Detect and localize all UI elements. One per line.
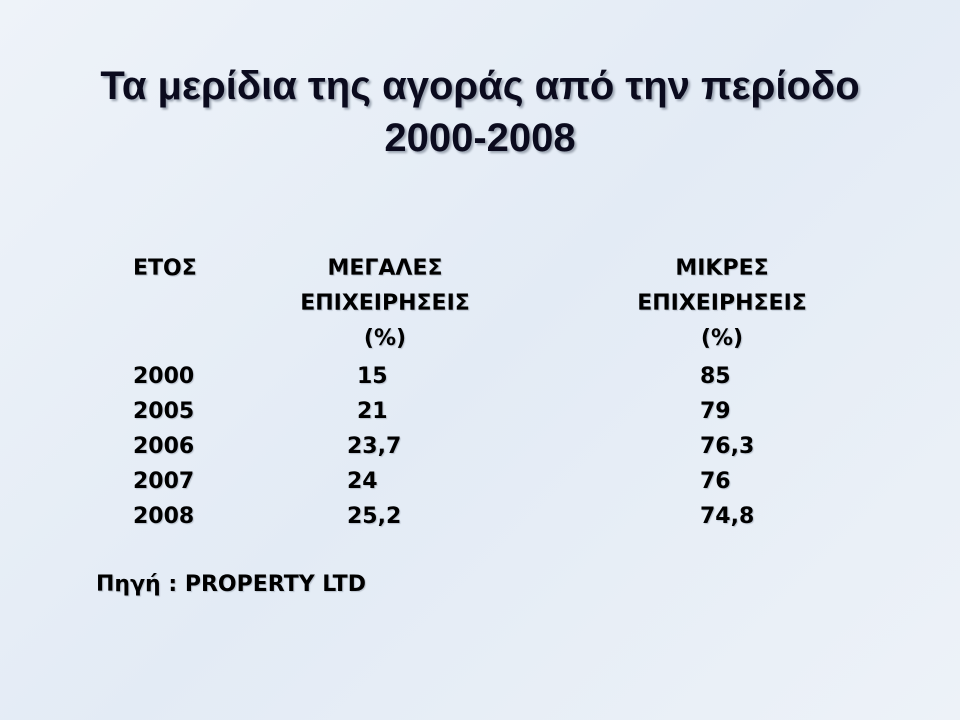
column-header: ΜΙΚΡΕΣ: [675, 256, 769, 281]
column-header: (%): [700, 326, 744, 351]
table-cell: 2007: [133, 469, 195, 494]
table-cell: 15: [357, 364, 388, 389]
table-cell: 21: [357, 399, 388, 424]
title-line: Τα μερίδια της αγοράς από την περίοδο: [100, 64, 860, 108]
table-cell: 23,7: [347, 434, 402, 459]
table-cell: 25,2: [347, 504, 402, 529]
table-cell: 2008: [133, 504, 195, 529]
table-cell: 74,8: [700, 504, 755, 529]
column-header: ΕΠΙΧΕΙΡΗΣΕΙΣ: [637, 291, 807, 316]
column-header: ΜΕΓΑΛΕΣ: [327, 256, 443, 281]
table-cell: 85: [700, 364, 731, 389]
table-cell: 79: [700, 399, 731, 424]
column-header: (%): [363, 326, 407, 351]
column-header: ΕΠΙΧΕΙΡΗΣΕΙΣ: [300, 291, 470, 316]
column-header: ΕΤΟΣ: [133, 256, 197, 281]
table-cell: 24: [347, 469, 378, 494]
source: Πηγή : PROPERTY LTD: [96, 572, 366, 597]
table-cell: 2000: [133, 364, 195, 389]
table-cell: 2006: [133, 434, 195, 459]
table-cell: 2005: [133, 399, 195, 424]
table-cell: 76: [700, 469, 731, 494]
title-line: 2000-2008: [384, 116, 576, 160]
table-cell: 76,3: [700, 434, 755, 459]
